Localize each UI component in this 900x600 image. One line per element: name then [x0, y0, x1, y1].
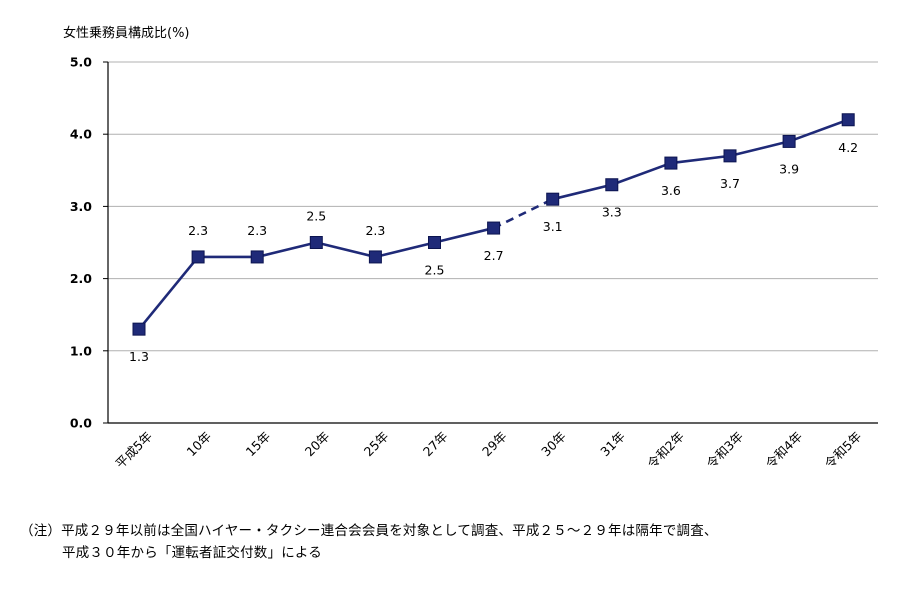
x-tick-label: 令和3年 [703, 429, 746, 472]
data-point [487, 221, 501, 235]
data-label: 4.2 [838, 140, 858, 155]
data-label: 3.1 [543, 219, 563, 234]
data-point [428, 236, 441, 249]
data-point [841, 113, 855, 127]
data-label: 2.5 [425, 263, 445, 278]
x-tick-label: 31年 [597, 429, 628, 460]
data-point [605, 178, 619, 192]
data-point [723, 149, 737, 163]
x-tick-label: 20年 [302, 429, 333, 460]
y-tick-label: 4.0 [70, 127, 92, 142]
series-segment [611, 161, 672, 186]
series-segment [137, 256, 200, 330]
data-label: 3.9 [779, 161, 799, 176]
series-segment [375, 241, 435, 259]
x-tick-label: 15年 [243, 429, 274, 460]
x-tick-label: 29年 [479, 429, 510, 460]
data-point [191, 250, 205, 264]
y-tick-label: 1.0 [70, 343, 92, 358]
x-tick-label: 25年 [361, 429, 392, 460]
data-point [664, 156, 678, 170]
series-segment [256, 241, 317, 259]
y-tick-label: 2.0 [70, 271, 92, 286]
data-point [368, 250, 382, 264]
data-label: 2.3 [247, 223, 267, 238]
data-label: 3.6 [661, 183, 681, 198]
x-tick-label: 令和4年 [762, 429, 805, 472]
data-point [132, 322, 146, 336]
chart-title: 女性乗務員構成比(%) [63, 25, 190, 41]
series-segment [315, 241, 376, 259]
note-line-2: 平成３０年から「運転者証交付数」による [62, 545, 322, 561]
x-tick-label: 27年 [420, 429, 451, 460]
data-label: 2.3 [188, 223, 208, 238]
x-axis: 平成5年 10年 15年 20年 25年 27年 29年 30年 31年 令和2年 令和3年 令和4年… [108, 422, 878, 472]
data-label: 3.7 [720, 176, 740, 191]
x-tick-label: 平成5年 [112, 429, 155, 472]
y-tick-label: 5.0 [70, 55, 92, 70]
data-point [782, 134, 796, 148]
x-tick-label: 令和5年 [822, 429, 865, 472]
x-tick-label: 30年 [538, 429, 569, 460]
series-segment [729, 140, 790, 158]
data-point [250, 250, 264, 264]
data-point [546, 192, 560, 206]
data-label: 2.3 [365, 223, 385, 238]
note-line-1: （注）平成２９年以前は全国ハイヤー・タクシー連合会会員を対象として調査、平成２５… [20, 523, 718, 539]
series-segment [434, 226, 494, 244]
series-line [137, 118, 849, 330]
data-point [309, 236, 323, 249]
line-chart: 女性乗務員構成比(%) 0.0 1.0 2.0 3.0 4.0 5.0 平成5年 10年 15… [63, 25, 878, 472]
x-tick-label: 10年 [184, 429, 215, 460]
y-axis: 0.0 1.0 2.0 3.0 4.0 5.0 [70, 55, 109, 431]
series-segment-dashed [493, 198, 554, 230]
y-tick-label: 3.0 [70, 199, 92, 214]
y-tick-label: 0.0 [70, 416, 92, 431]
data-label: 1.3 [129, 349, 149, 364]
gridlines [108, 61, 878, 352]
data-markers [132, 113, 855, 336]
data-label: 2.7 [484, 248, 504, 263]
x-tick-label: 令和2年 [644, 429, 687, 472]
data-labels: 1.3 2.3 2.3 2.5 2.3 2.5 2.7 3.1 3.3 3.6 3.7 3.9 4.2 [129, 140, 858, 364]
series-segment [788, 118, 849, 143]
series-segment [552, 183, 613, 201]
data-label: 3.3 [602, 205, 622, 220]
data-label: 2.5 [306, 209, 326, 224]
series-segment [670, 154, 731, 165]
